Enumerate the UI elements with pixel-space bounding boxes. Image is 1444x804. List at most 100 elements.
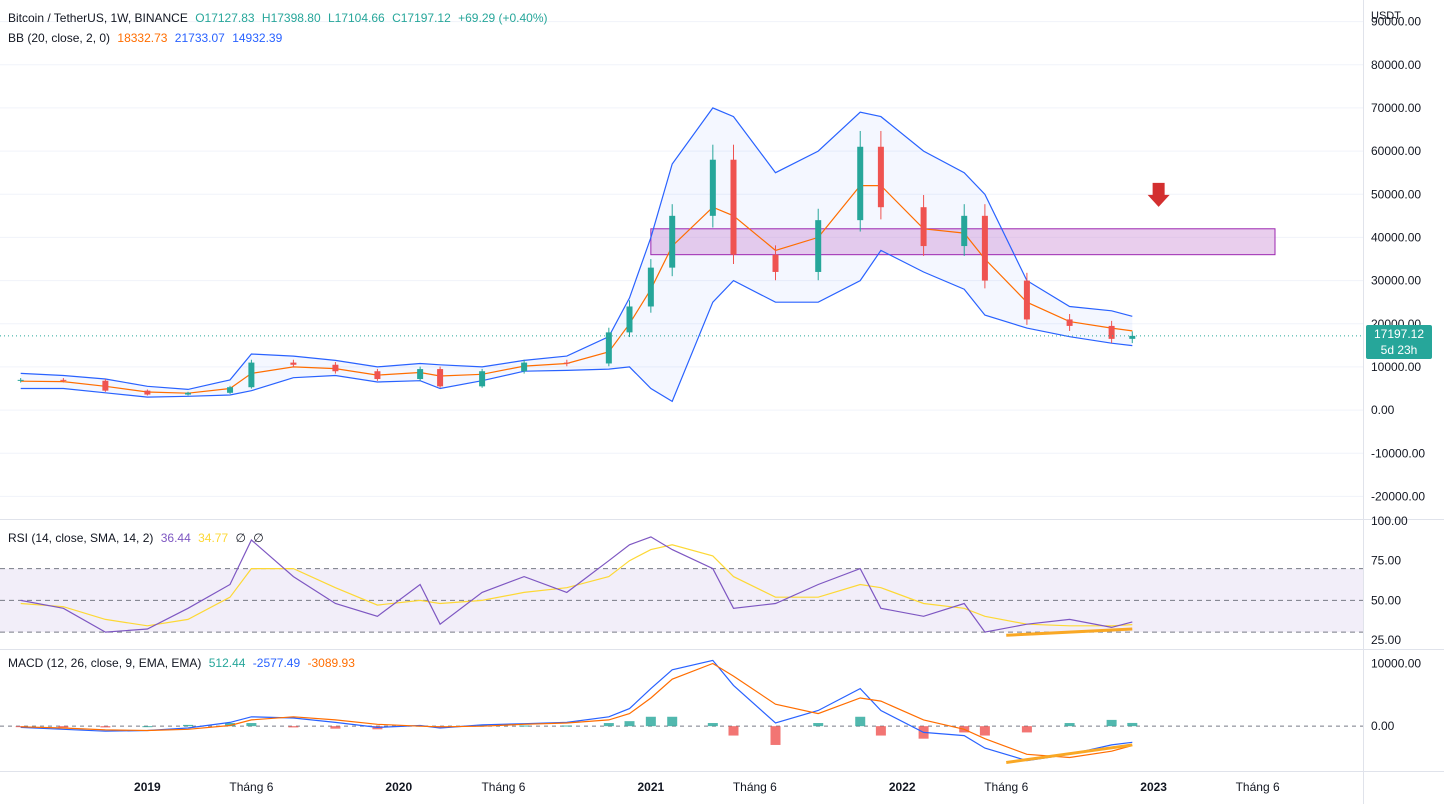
- candle-body: [920, 207, 927, 247]
- macd-histogram-bar: [855, 716, 866, 727]
- symbol-title: Bitcoin / TetherUS, 1W, BINANCE: [8, 11, 188, 25]
- candle-body: [332, 364, 339, 372]
- price-tick-label: 50000.00: [1371, 187, 1421, 201]
- rsi-band-fill: [0, 568, 1363, 633]
- candle-body: [479, 371, 486, 387]
- rsi-legend: RSI (14, close, SMA, 14, 2) 36.44 34.77 …: [8, 531, 268, 545]
- candle-body: [669, 215, 676, 268]
- candle-body: [772, 254, 779, 272]
- macd-label: MACD (12, 26, close, 9, EMA, EMA): [8, 656, 202, 670]
- candle-body: [877, 146, 884, 208]
- macd-histogram-bar: [667, 716, 678, 727]
- macd-histogram-bar: [225, 723, 236, 727]
- macd-histogram-bar: [561, 725, 572, 727]
- rsi-tick-label: 25.00: [1371, 633, 1401, 647]
- close-value: C17197.12: [392, 11, 451, 25]
- low-value: L17104.66: [327, 11, 385, 25]
- bb-basis-value: 18332.73: [117, 31, 168, 45]
- macd-histogram-bar: [477, 724, 488, 727]
- bb-label: BB (20, close, 2, 0): [8, 31, 111, 45]
- price-tick-label: 90000.00: [1371, 15, 1421, 29]
- time-axis-label: 2021: [637, 780, 664, 794]
- rsi-tick-label: 100.00: [1371, 514, 1408, 528]
- candle-body: [17, 379, 24, 381]
- candle-body: [626, 306, 633, 333]
- macd-histogram-bar: [728, 726, 739, 736]
- time-axis-label: Tháng 6: [229, 780, 273, 794]
- macd-histogram-bar: [624, 721, 635, 727]
- candle-body: [563, 362, 570, 364]
- bb-lower-value: 14932.39: [232, 31, 283, 45]
- macd-histogram-bar: [330, 726, 341, 729]
- candle-body: [1108, 325, 1115, 339]
- candle-body: [981, 215, 988, 281]
- rsi-tick-label: 50.00: [1371, 593, 1401, 607]
- bb-upper-line: [20, 107, 1133, 391]
- price-tick-label: 40000.00: [1371, 230, 1421, 244]
- macd-histogram-bar: [183, 724, 194, 727]
- candle-body: [605, 332, 612, 364]
- time-axis-label: 2023: [1140, 780, 1167, 794]
- rsi-value: 36.44: [160, 531, 191, 545]
- time-axis-label: Tháng 6: [481, 780, 525, 794]
- bar-countdown: 5d 23h: [1380, 343, 1418, 357]
- rsi-label: RSI (14, close, SMA, 14, 2): [8, 531, 154, 545]
- macd-histogram-bar: [1021, 726, 1032, 733]
- candle-body: [730, 159, 737, 255]
- macd-histogram-bar: [770, 726, 781, 745]
- candle-body: [815, 220, 822, 272]
- macd-histogram-bar: [603, 723, 614, 727]
- bb-legend: BB (20, close, 2, 0) 18332.73 21733.07 1…: [8, 31, 286, 45]
- macd-signal-line: [20, 662, 1133, 759]
- symbol-legend: Bitcoin / TetherUS, 1W, BINANCE O17127.8…: [8, 11, 552, 25]
- macd-divergence-line: [1006, 743, 1133, 764]
- time-axis-label: 2022: [889, 780, 916, 794]
- price-tick-label: 70000.00: [1371, 101, 1421, 115]
- time-axis-label: 2019: [134, 780, 161, 794]
- macd-tick-label: 10000.00: [1371, 657, 1421, 671]
- macd-histogram-bar: [142, 726, 153, 728]
- macd-histogram-bar: [15, 726, 26, 728]
- candle-body: [417, 369, 424, 380]
- macd-histogram-bar: [813, 723, 824, 727]
- candle-body: [709, 159, 716, 216]
- macd-histogram-bar: [1064, 723, 1075, 727]
- candle-body: [102, 380, 109, 391]
- candle-body: [1129, 335, 1136, 339]
- down-arrow-marker: [1147, 182, 1170, 207]
- macd-histogram-bar: [875, 726, 886, 736]
- macd-line: [20, 659, 1133, 762]
- macd-histogram-bar: [58, 726, 69, 728]
- price-tick-label: 80000.00: [1371, 58, 1421, 72]
- price-tick-label: 0.00: [1371, 403, 1395, 417]
- candle-body: [144, 390, 151, 395]
- macd-value: 512.44: [208, 656, 246, 670]
- candle-body: [185, 392, 192, 395]
- rsi-divergence-line: [1006, 627, 1133, 637]
- rsi-extra2: ∅: [253, 531, 264, 545]
- rsi-extra1: ∅: [235, 531, 246, 545]
- rsi-tick-label: 75.00: [1371, 554, 1401, 568]
- macd-histogram-bar: [1127, 722, 1138, 727]
- time-axis-label: Tháng 6: [733, 780, 777, 794]
- rsi-sma-line: [20, 544, 1133, 627]
- candle-body: [647, 267, 654, 307]
- time-axis-label: 2020: [385, 780, 412, 794]
- macd-histogram-bar: [519, 725, 530, 727]
- price-tick-label: -10000.00: [1371, 446, 1425, 460]
- bb-band-fill: [20, 107, 1133, 402]
- bb-basis-line: [20, 185, 1133, 394]
- macd-hist-value: -3089.93: [307, 656, 355, 670]
- macd-legend: MACD (12, 26, close, 9, EMA, EMA) 512.44…: [8, 656, 359, 670]
- price-tick-label: -20000.00: [1371, 489, 1425, 503]
- change-value: +69.29 (+0.40%): [458, 11, 548, 25]
- candle-body: [961, 215, 968, 247]
- macd-histogram-bar: [100, 726, 111, 728]
- candle-body: [290, 362, 297, 365]
- last-price-value: 17197.12: [1373, 327, 1425, 341]
- macd-histogram-bar: [246, 723, 257, 727]
- candle-body: [60, 379, 67, 381]
- high-value: H17398.80: [261, 11, 321, 25]
- bb-upper-value: 21733.07: [174, 31, 225, 45]
